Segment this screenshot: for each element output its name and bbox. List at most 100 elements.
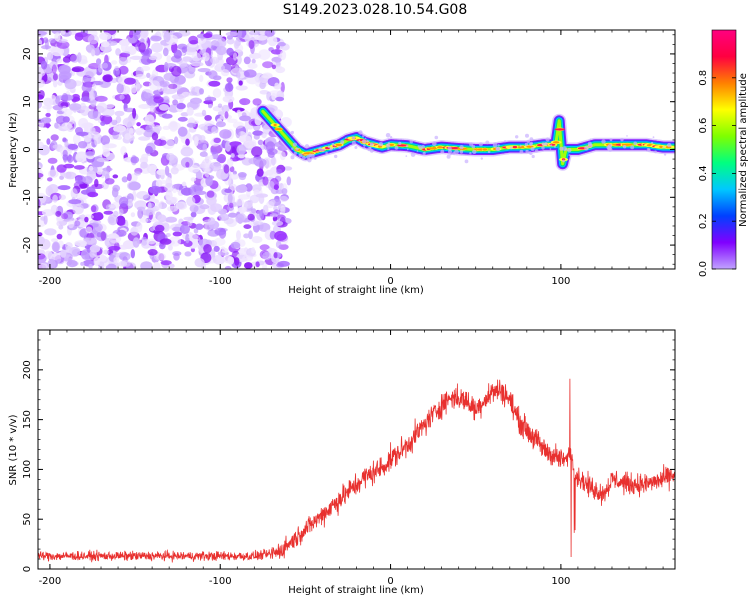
noise-blob [197, 68, 211, 73]
ridge-scatter [509, 146, 513, 150]
noise-blob [222, 95, 235, 103]
noise-blob [194, 190, 207, 195]
noise-blob [259, 81, 266, 90]
noise-blob [191, 52, 202, 62]
noise-blob [198, 239, 203, 246]
noise-blob [74, 220, 81, 227]
noise-blob [85, 151, 95, 157]
x-tick-label: -200 [39, 276, 62, 287]
noise-blob [147, 249, 158, 256]
ridge-scatter [448, 149, 452, 154]
noise-blob [155, 253, 167, 261]
noise-blob [193, 228, 199, 234]
ridge-scatter [329, 147, 333, 151]
ridge-scatter [478, 142, 483, 147]
ridge-scatter [651, 141, 654, 144]
noise-blob [87, 191, 99, 198]
noise-blob [80, 261, 85, 266]
ridge-scatter [601, 139, 606, 144]
noise-blob [187, 216, 193, 227]
y-tick-label: -10 [22, 189, 33, 205]
ridge-scatter [667, 142, 672, 148]
noise-blob [90, 205, 97, 213]
noise-blob [81, 82, 92, 93]
noise-blob [195, 223, 204, 230]
noise-blob [241, 157, 253, 166]
noise-blob [172, 226, 182, 232]
ridge-scatter [485, 140, 490, 145]
noise-blob [63, 171, 77, 180]
noise-blob [147, 202, 152, 211]
noise-blob [275, 66, 286, 74]
ridge-scatter [361, 139, 367, 144]
noise-blob [99, 80, 111, 89]
noise-blob [96, 157, 109, 163]
noise-blob [202, 52, 210, 62]
ridge-scatter [633, 141, 637, 146]
noise-blob [51, 241, 61, 253]
noise-blob [130, 55, 143, 61]
ridge-scatter [480, 157, 483, 160]
noise-blob [281, 188, 288, 195]
ridge-hot-spot [554, 128, 566, 131]
ridge-scatter [446, 154, 451, 159]
noise-blob [226, 47, 234, 56]
noise-blob [42, 105, 53, 110]
colorbar-tick-label: 0.6 [698, 118, 709, 134]
noise-blob [251, 58, 256, 64]
noise-blob [100, 231, 107, 241]
ridge-scatter [588, 143, 593, 148]
ridge-scatter [363, 144, 366, 147]
noise-blob [256, 209, 265, 221]
noise-blob [234, 65, 239, 71]
noise-blob [38, 253, 46, 260]
noise-blob [226, 77, 233, 83]
noise-blob [119, 252, 131, 261]
noise-blob [165, 233, 171, 237]
noise-blob [230, 153, 235, 158]
noise-blob [259, 260, 265, 266]
noise-blob [244, 34, 250, 42]
ridge-scatter [589, 138, 592, 141]
noise-blob [275, 96, 285, 102]
ridge-scatter [622, 145, 627, 149]
noise-blob [212, 88, 222, 98]
ridge-scatter [626, 135, 628, 137]
noise-blob [145, 124, 153, 133]
noise-blob [216, 156, 226, 163]
noise-blob [70, 188, 78, 200]
noise-blob [132, 108, 137, 119]
noise-blob [56, 40, 70, 49]
noise-blob [97, 256, 110, 267]
noise-blob [99, 114, 105, 122]
noise-blob [178, 30, 191, 37]
noise-blob [57, 185, 71, 191]
noise-blob [103, 74, 113, 83]
ridge-hot-spot [659, 145, 663, 148]
noise-blob [211, 126, 218, 134]
ridge-hot-spot [552, 141, 560, 144]
noise-blob [94, 95, 108, 102]
noise-blob [217, 103, 223, 108]
noise-blob [56, 233, 63, 240]
ridge-scatter [515, 135, 519, 139]
noise-blob [73, 165, 85, 170]
noise-blob [105, 103, 115, 109]
ridge-scatter [387, 148, 390, 151]
noise-blob [227, 256, 235, 265]
noise-blob [52, 194, 58, 203]
snr-x-axis-label: Height of straight line (km) [288, 585, 424, 596]
noise-blob [120, 259, 131, 267]
noise-blob [223, 164, 230, 174]
noise-blob [175, 201, 188, 210]
noise-blob [92, 83, 97, 90]
noise-blob [200, 126, 209, 131]
noise-blob [174, 136, 179, 145]
ridge-scatter [545, 137, 550, 142]
noise-blob [232, 52, 238, 61]
ridge-scatter [398, 141, 402, 145]
noise-blob [118, 219, 126, 226]
ridge-scatter [291, 147, 294, 150]
noise-blob [80, 96, 91, 102]
noise-blob [265, 141, 276, 152]
